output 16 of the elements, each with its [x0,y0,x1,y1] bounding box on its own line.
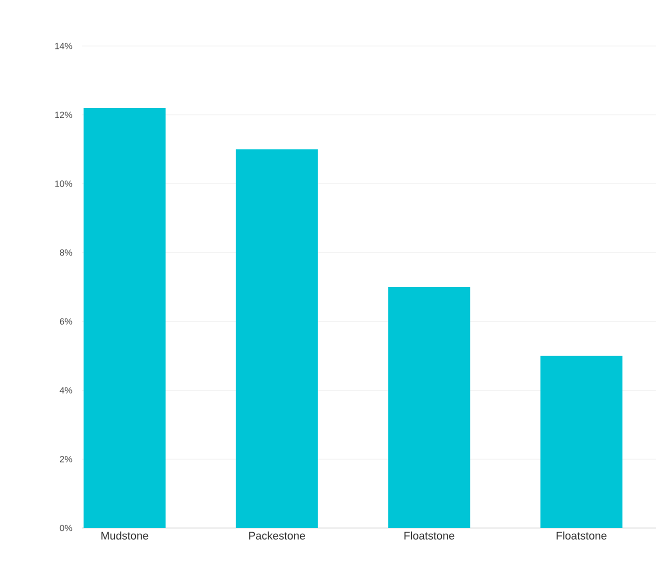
bar [540,356,622,528]
bar [236,149,318,528]
y-tick-label: 0% [60,524,72,532]
y-tick-label: 2% [60,456,72,462]
x-tick-label: Mudstone [101,532,148,540]
y-tick-label: 14% [55,42,72,50]
x-tick-label: Packestone [249,532,306,540]
x-tick-label: Floatstone [404,532,454,540]
x-tick-label: Floatstone [556,532,606,540]
y-tick-label: 10% [55,180,72,187]
bar [388,286,470,528]
y-tick-label: 6% [60,318,72,325]
y-tick-label: 12% [55,112,72,118]
bar [84,108,166,528]
y-tick-label: 8% [60,249,72,256]
y-tick-label: 4% [60,387,72,394]
